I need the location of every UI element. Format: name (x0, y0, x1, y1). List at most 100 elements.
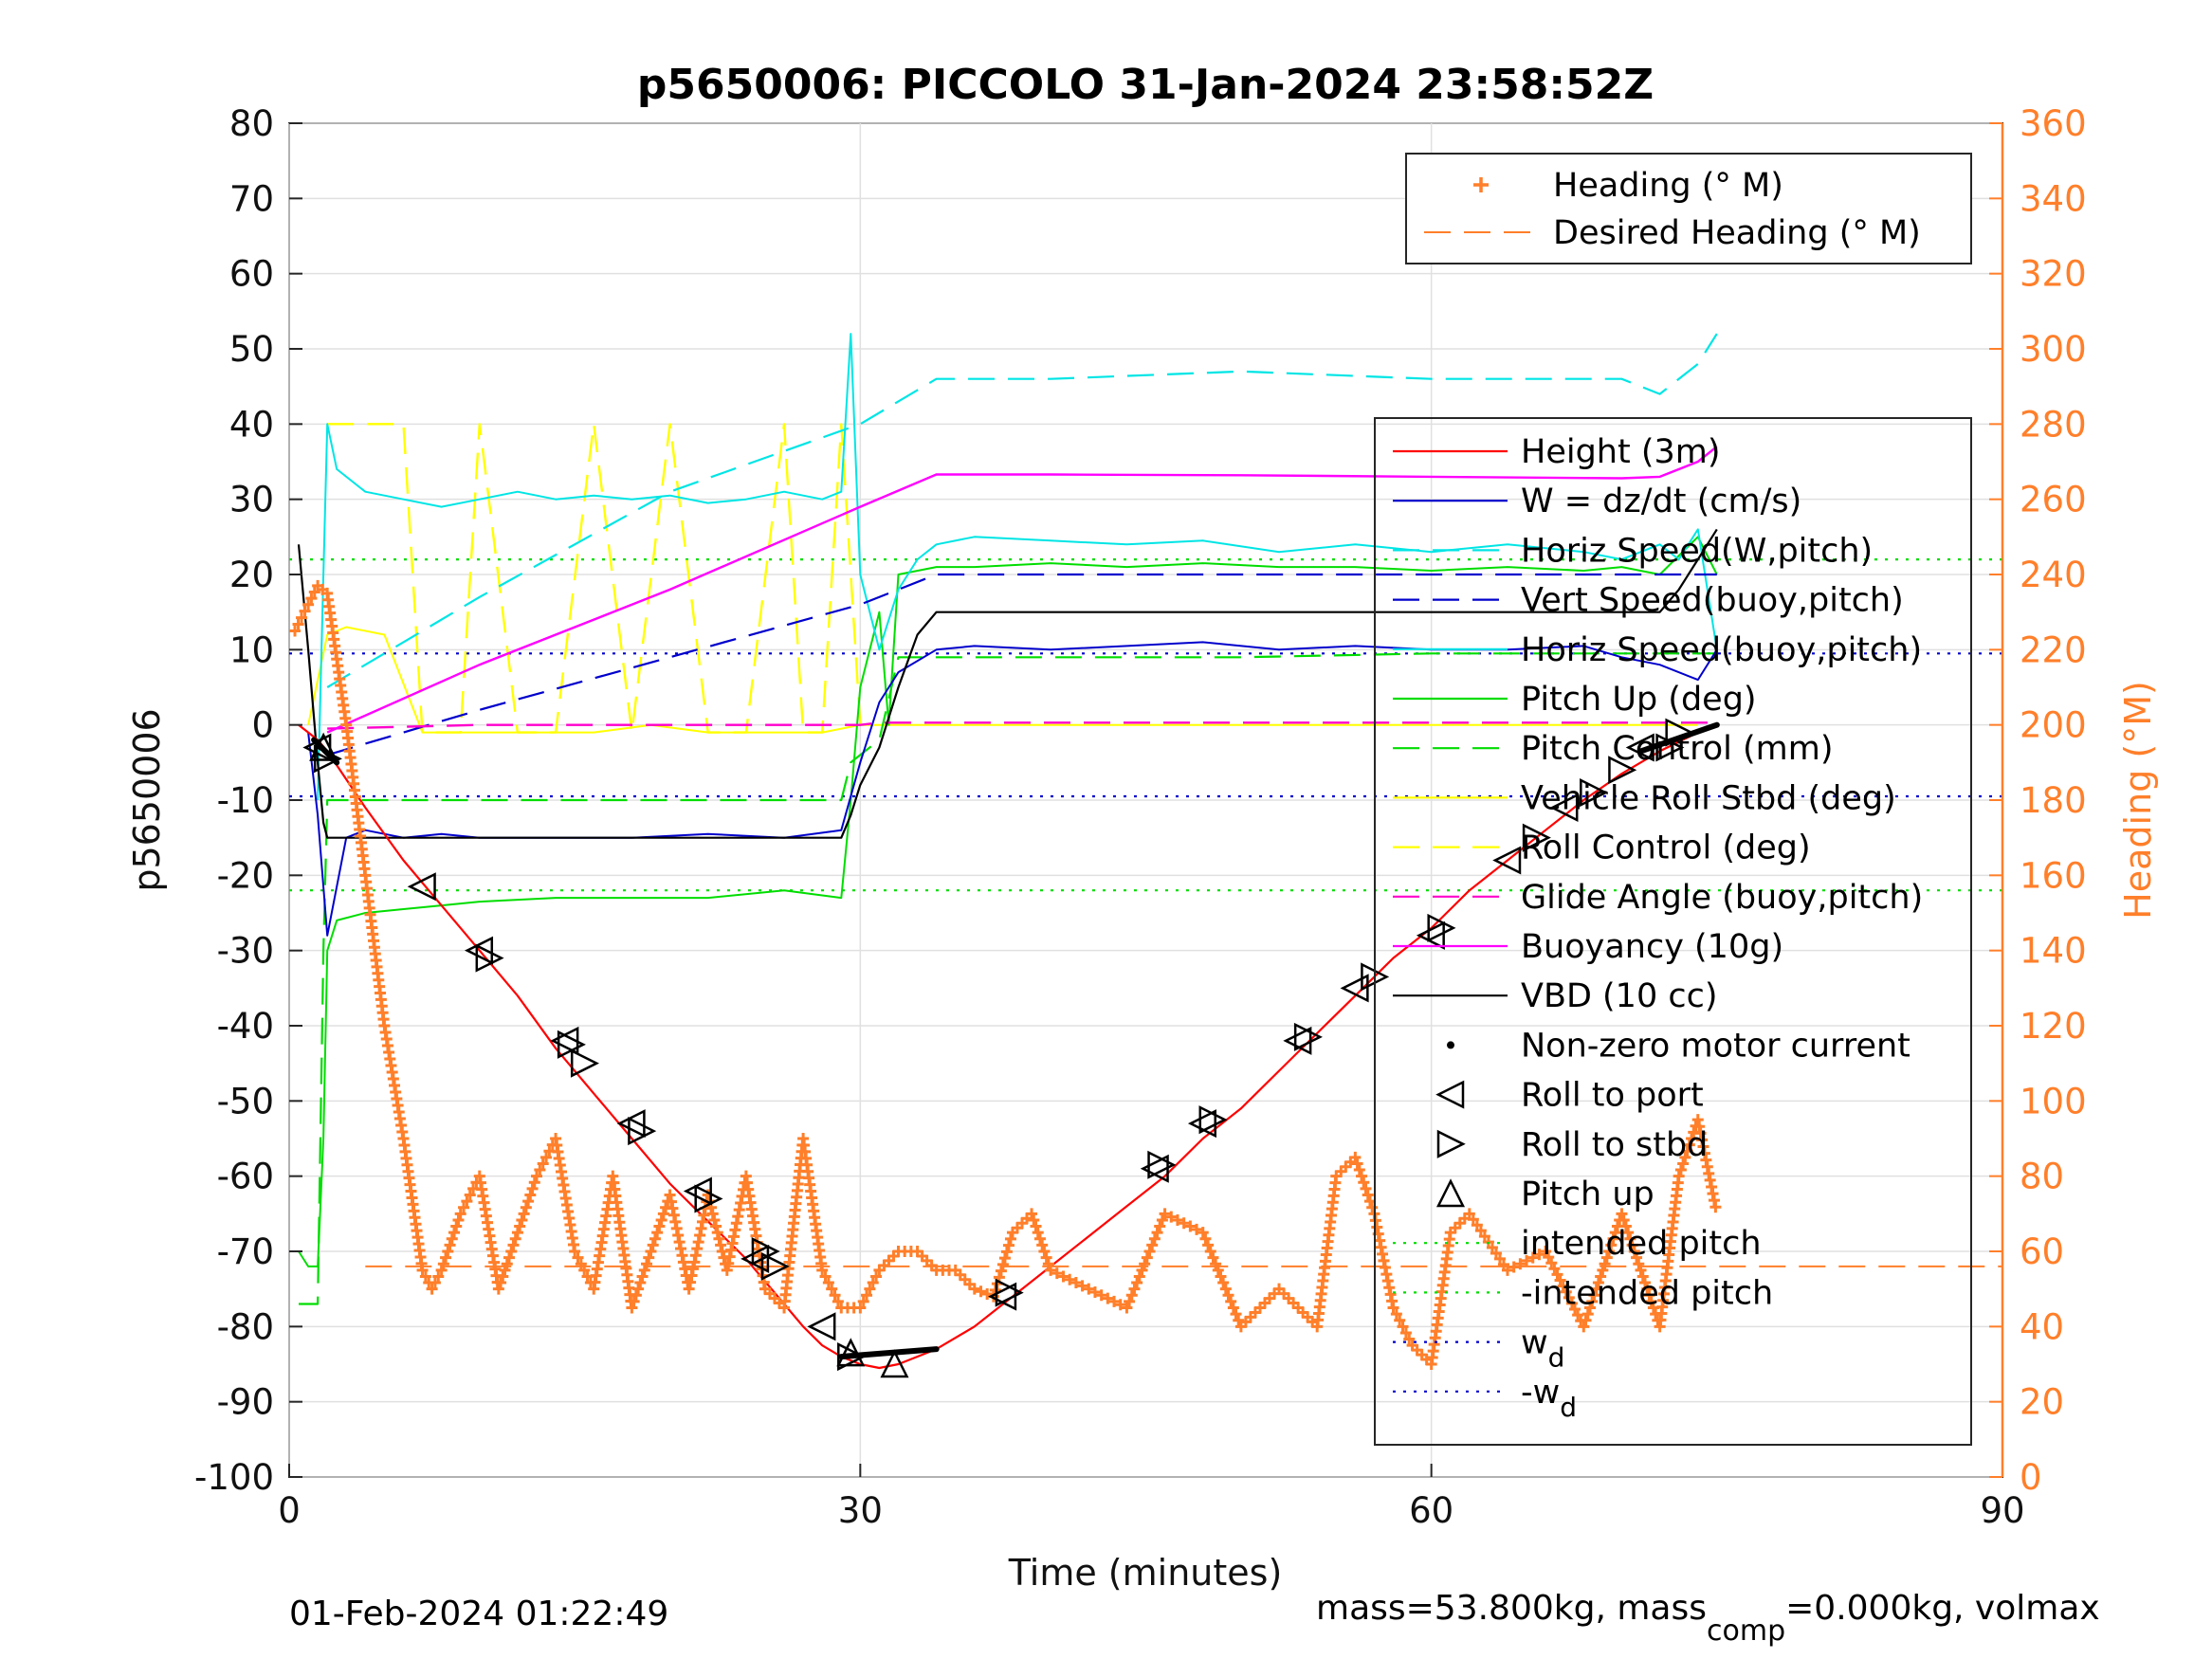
y-tick-label: -90 (217, 1382, 274, 1423)
roll-to-stbd-marker (1655, 733, 1685, 762)
heading-point (1083, 1283, 1095, 1295)
roll-to-stbd-marker (1608, 756, 1637, 785)
series-heading (289, 579, 1722, 1370)
heading-point (816, 1264, 829, 1276)
footer-date: 01-Feb-2024 01:22:49 (289, 1595, 668, 1633)
heading-point (1148, 1232, 1161, 1245)
heading-point (1139, 1258, 1151, 1270)
series-height (298, 723, 1718, 1370)
heading-point (448, 1227, 461, 1239)
roll-to-stbd-marker (475, 943, 504, 973)
y-tick-label: -70 (217, 1231, 274, 1272)
heading-point (1628, 1246, 1640, 1257)
legend-label-text: Horiz Speed(W,pitch) (1521, 532, 1873, 570)
legend-label-text: VBD (10 cc) (1521, 977, 1718, 1015)
roll-to-port-marker (1492, 846, 1522, 875)
legend-label-text: W = dz/dt (cm/s) (1521, 483, 1801, 520)
heading-point (1151, 1227, 1163, 1239)
heading-point (1605, 1239, 1618, 1251)
roll-to-port-marker (1549, 793, 1579, 822)
heading-point (575, 1258, 587, 1270)
heading-point (864, 1283, 876, 1295)
roll-to-port-marker (683, 1176, 712, 1206)
heading-point (522, 1195, 535, 1208)
legend-label-text: Pitch Control (mm) (1521, 730, 1833, 768)
y2-tick-label: 260 (2020, 480, 2087, 520)
legend-label-text: Pitch up (1521, 1176, 1654, 1213)
y-tick-label: 20 (229, 555, 274, 595)
heading-point (1199, 1232, 1212, 1245)
legend-label-text: Vehicle Roll Stbd (deg) (1521, 779, 1896, 817)
heading-point (1545, 1257, 1558, 1269)
y-tick-label: 0 (251, 705, 274, 746)
marker-layer (302, 718, 1720, 1378)
x-tick-label: 0 (278, 1490, 301, 1531)
footer-mass-sub: comp (1707, 1614, 1785, 1648)
heading-point (520, 1201, 532, 1213)
heading-point (653, 1220, 666, 1232)
heading-point (634, 1277, 647, 1289)
y-tick-label: -20 (217, 855, 274, 896)
legend-label-text: Buoyancy (10g) (1521, 928, 1783, 966)
heading-point (1679, 1151, 1691, 1163)
heading-point (1599, 1258, 1611, 1270)
heading-point (1178, 1217, 1190, 1230)
heading-point (442, 1246, 454, 1257)
heading-point (628, 1295, 640, 1307)
heading-point (526, 1182, 539, 1194)
heading-point (1565, 1297, 1578, 1309)
heading-point (1592, 1277, 1604, 1289)
heading-point (708, 1213, 721, 1226)
roll-to-stbd-marker (760, 1251, 790, 1281)
heading-point (1583, 1302, 1596, 1314)
y-tick-label: -100 (194, 1457, 274, 1498)
heading-point (1619, 1220, 1632, 1232)
legend-heading-swatch (1473, 177, 1489, 192)
heading-point (1618, 1213, 1630, 1226)
heading-point (1633, 1258, 1645, 1270)
heading-point (446, 1232, 458, 1245)
y-tick-label: -60 (217, 1157, 274, 1197)
legend-swatch (1447, 1041, 1454, 1049)
heading-point (1030, 1220, 1042, 1232)
heading-point (1131, 1277, 1143, 1289)
roll-to-stbd-marker (694, 1184, 723, 1213)
heading-point (1349, 1151, 1362, 1163)
heading-point (505, 1246, 518, 1257)
heading-point (1159, 1208, 1171, 1220)
y-tick-label: 80 (229, 103, 274, 144)
heading-point (1191, 1223, 1203, 1235)
legend-label: Buoyancy (10g) (1521, 928, 1783, 966)
heading-point (1635, 1264, 1647, 1276)
heading-point (1394, 1314, 1406, 1326)
heading-point (1501, 1264, 1513, 1276)
heading-point (1351, 1158, 1363, 1170)
heading-point (1560, 1285, 1572, 1298)
heading-point (1156, 1213, 1168, 1226)
heading-point (1225, 1295, 1237, 1307)
heading-point (1088, 1285, 1101, 1298)
y-tick-label: 70 (229, 178, 274, 219)
heading-point (1212, 1264, 1224, 1276)
y2-tick-label: 320 (2020, 254, 2087, 295)
heading-point (1603, 1246, 1616, 1257)
heading-point (1143, 1246, 1156, 1257)
y2-tick-label: 20 (2020, 1382, 2064, 1423)
heading-point (432, 1270, 445, 1283)
legend-swatch (1435, 1080, 1465, 1109)
heading-point (1358, 1176, 1370, 1189)
heading-point (1217, 1277, 1230, 1289)
heading-point (1121, 1302, 1133, 1314)
legend-label: Pitch Control (mm) (1521, 730, 1833, 768)
heading-point (1563, 1291, 1575, 1304)
heading-point (1353, 1164, 1365, 1176)
y2-tick-label: 360 (2020, 103, 2087, 144)
y2-tick-label: 180 (2020, 780, 2087, 821)
heading-point (524, 1189, 537, 1201)
heading-point (296, 611, 308, 624)
y2-tick-label: 100 (2020, 1081, 2087, 1121)
heading-point (578, 1264, 591, 1276)
legend-label: Horiz Speed(W,pitch) (1521, 532, 1873, 570)
roll-to-stbd-marker (1580, 778, 1609, 808)
heading-point (1569, 1304, 1581, 1316)
